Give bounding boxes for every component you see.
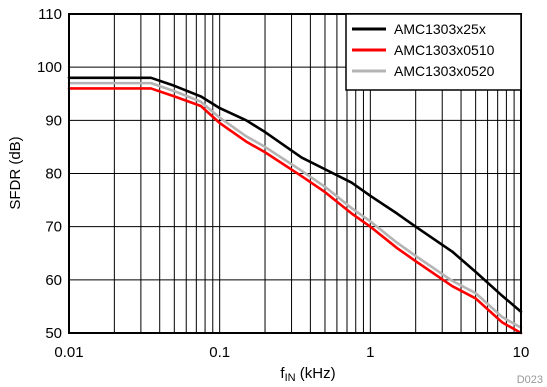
y-tick-label: 80: [45, 166, 62, 183]
y-tick-label: 50: [45, 325, 62, 342]
series-line-AMC1303x0510: [67, 87, 523, 335]
legend-label: AMC1303x0520: [394, 63, 495, 79]
y-axis-label: SFDR (dB): [7, 136, 24, 209]
series-line-AMC1303x0520: [67, 81, 523, 329]
x-axis-label: fIN (kHz): [280, 365, 335, 384]
x-tick-label: 10: [513, 344, 530, 361]
y-tick-label: 60: [45, 272, 62, 289]
y-tick-label: 110: [38, 6, 62, 23]
series-lines: [67, 76, 523, 335]
legend-label: AMC1303x0510: [394, 42, 495, 58]
figure-id-watermark: D023: [517, 374, 543, 386]
series-line-AMC1303x25x: [67, 76, 523, 314]
x-axis-label-subscript: IN: [285, 372, 296, 384]
y-tick-label: 90: [45, 112, 62, 129]
legend-box: [345, 13, 522, 91]
legend-label: AMC1303x25x: [394, 21, 486, 37]
grid-lines: [69, 14, 521, 333]
x-tick-label: 0.1: [209, 344, 230, 361]
plot-frame: [68, 13, 522, 334]
x-axis-label-main: f: [280, 365, 285, 382]
y-tick-label: 70: [45, 219, 62, 236]
y-tick-label: 100: [37, 59, 62, 76]
x-tick-label: 0.01: [54, 344, 83, 361]
legend: AMC1303x25x AMC1303x0510 AMC1303x0520: [345, 13, 522, 91]
x-axis-label-unit: (kHz): [296, 365, 336, 382]
x-tick-label: 1: [366, 344, 374, 361]
